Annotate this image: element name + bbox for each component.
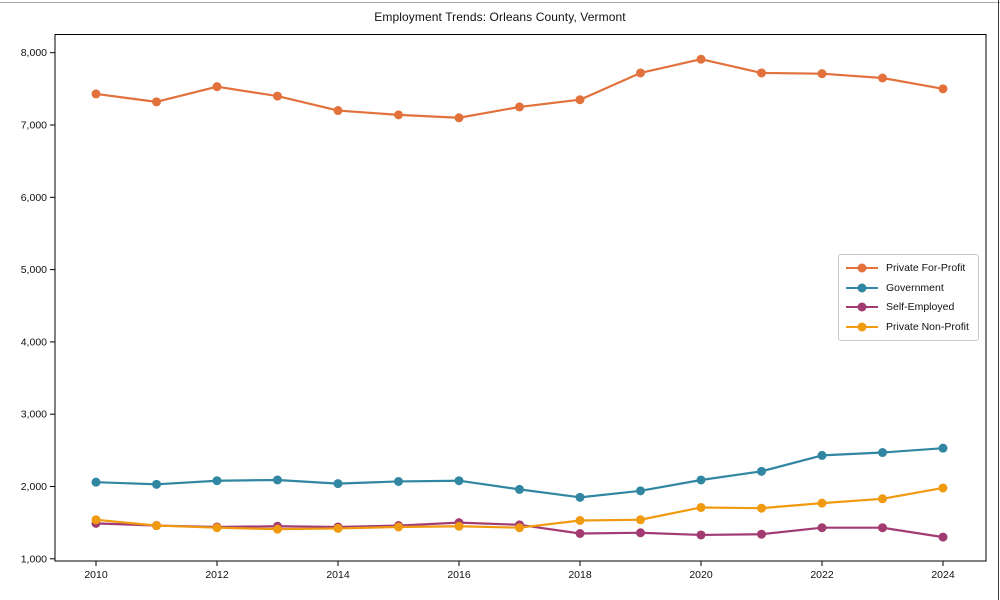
data-point-government [817, 450, 827, 460]
data-point-private-for-profit [394, 110, 403, 120]
data-point-government [91, 477, 101, 487]
data-point-private-non-profit [515, 523, 524, 533]
x-tick-label: 2024 [931, 569, 955, 581]
data-point-private-for-profit [757, 68, 766, 78]
screenshot-top-border [0, 2, 1000, 3]
data-point-private-non-profit [273, 524, 282, 534]
data-point-private-for-profit [636, 68, 645, 78]
legend-label: Self-Employed [886, 301, 955, 314]
legend-item-self-employed: Self-Employed [845, 301, 972, 313]
data-point-government [333, 479, 343, 489]
y-tick-label: 3,000 [21, 409, 47, 421]
data-point-private-for-profit [212, 82, 222, 92]
data-point-private-non-profit [757, 503, 766, 513]
data-point-government [454, 476, 464, 486]
chart-title: Employment Trends: Orleans County, Vermo… [374, 10, 626, 24]
y-tick-label: 1,000 [21, 553, 47, 565]
legend-label: Private Non-Profit [886, 321, 969, 334]
data-point-government [273, 475, 282, 485]
data-point-government [696, 475, 706, 485]
chart-legend: Private For-Profit Government Self-Emplo… [838, 254, 979, 341]
plot-border [54, 34, 987, 562]
data-point-government [636, 486, 645, 496]
data-point-private-for-profit [515, 102, 524, 112]
x-tick-label: 2016 [447, 569, 471, 581]
legend-item-government: Government [845, 282, 972, 294]
data-point-private-for-profit [454, 113, 464, 123]
data-point-private-non-profit [212, 523, 222, 533]
legend-label: Government [886, 281, 944, 294]
legend-item-private-non-profit: Private Non-Profit [845, 321, 972, 333]
x-tick-label: 2020 [689, 569, 713, 581]
x-tick-label: 2012 [205, 569, 229, 581]
data-point-private-non-profit [454, 521, 464, 531]
data-point-self-employed [878, 523, 887, 533]
data-point-private-non-profit [636, 515, 645, 525]
y-tick-label: 4,000 [21, 336, 47, 348]
data-point-government [878, 448, 887, 458]
data-point-self-employed [575, 528, 585, 538]
data-point-government [757, 466, 766, 476]
legend-line-marker-icon [846, 283, 878, 293]
data-point-private-for-profit [91, 89, 101, 99]
data-point-self-employed [636, 528, 645, 538]
y-tick-label: 7,000 [21, 120, 47, 132]
data-point-government [515, 484, 524, 494]
y-tick-label: 5,000 [21, 264, 47, 276]
data-point-private-for-profit [696, 54, 706, 64]
data-point-private-non-profit [152, 521, 161, 531]
data-point-private-non-profit [575, 515, 585, 525]
data-point-government [938, 443, 948, 453]
data-point-government [394, 476, 403, 486]
data-point-private-for-profit [575, 95, 585, 105]
data-point-government [152, 479, 161, 489]
legend-marker [857, 322, 867, 332]
data-point-self-employed [696, 530, 706, 540]
legend-line-marker-icon [846, 263, 878, 273]
y-tick-label: 2,000 [21, 481, 47, 493]
data-point-private-for-profit [938, 84, 948, 94]
data-point-private-for-profit [333, 106, 343, 116]
data-point-private-non-profit [333, 523, 343, 533]
y-tick-label: 6,000 [21, 192, 47, 204]
legend-marker [857, 302, 867, 312]
data-point-self-employed [817, 523, 827, 533]
data-point-government [575, 492, 585, 502]
legend-item-private-for-profit: Private For-Profit [845, 262, 972, 274]
data-point-private-non-profit [394, 522, 403, 532]
data-point-private-non-profit [938, 483, 948, 493]
x-tick-label: 2022 [810, 569, 834, 581]
screenshot-right-border [998, 0, 999, 600]
x-tick-label: 2018 [568, 569, 592, 581]
legend-label: Private For-Profit [886, 261, 966, 274]
data-point-private-for-profit [152, 97, 161, 107]
legend-marker [857, 263, 867, 273]
data-point-private-non-profit [878, 494, 887, 504]
data-point-self-employed [757, 529, 766, 539]
legend-line-marker-icon [846, 322, 878, 332]
y-tick-label: 8,000 [21, 47, 47, 59]
x-tick-label: 2014 [326, 569, 350, 581]
data-point-private-non-profit [817, 498, 827, 508]
legend-line-marker-icon [846, 302, 878, 312]
data-point-private-non-profit [91, 515, 101, 525]
data-point-private-for-profit [273, 91, 282, 101]
data-point-government [212, 476, 222, 486]
x-tick-label: 2010 [84, 569, 108, 581]
data-point-private-for-profit [878, 73, 887, 83]
data-point-private-for-profit [817, 69, 827, 79]
legend-marker [857, 283, 867, 293]
data-point-self-employed [938, 532, 948, 542]
data-point-private-non-profit [696, 502, 706, 512]
